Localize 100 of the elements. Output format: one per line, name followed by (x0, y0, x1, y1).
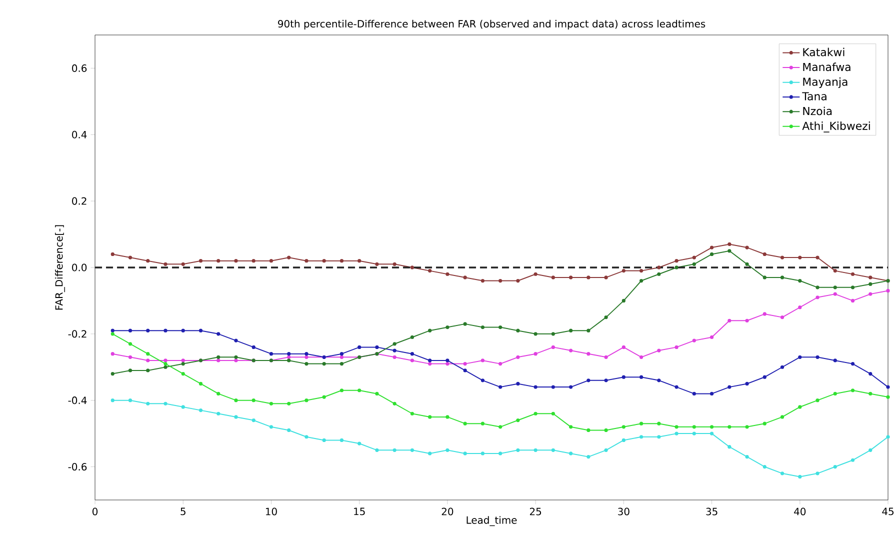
point (674, 266, 678, 270)
point (110, 252, 114, 256)
y-tick-label: -0.4 (68, 396, 87, 404)
point (234, 259, 238, 263)
point (304, 355, 308, 359)
point (216, 332, 220, 336)
point (762, 464, 766, 469)
y-tick-label: -0.2 (68, 330, 86, 338)
point (463, 362, 467, 366)
point (833, 392, 837, 396)
point (728, 242, 732, 246)
point (868, 292, 872, 296)
point (146, 358, 150, 362)
point (358, 442, 362, 446)
point (516, 448, 520, 452)
point (410, 266, 414, 270)
point (463, 322, 467, 326)
point (428, 328, 432, 332)
legend-label: Katakwi (803, 48, 844, 56)
y-tick-label: -0.6 (68, 462, 87, 471)
point (728, 249, 732, 253)
point (850, 286, 855, 290)
point (463, 422, 467, 426)
legend-label: Tana (802, 92, 826, 100)
point (480, 278, 484, 283)
point (164, 402, 168, 406)
point (710, 425, 714, 429)
point (710, 392, 714, 396)
point (181, 358, 185, 362)
point (198, 259, 203, 263)
point (304, 259, 308, 263)
point (252, 259, 256, 263)
point (745, 262, 749, 266)
point (886, 288, 890, 293)
point (340, 352, 344, 356)
point (480, 378, 484, 382)
point (551, 385, 555, 389)
point (410, 335, 414, 340)
point (710, 246, 714, 250)
point (622, 345, 626, 349)
point (728, 385, 732, 389)
point (234, 358, 238, 362)
point (586, 428, 590, 432)
point (728, 445, 732, 449)
point (392, 348, 396, 352)
point (551, 448, 555, 452)
point (534, 385, 538, 389)
point (181, 362, 185, 366)
point (463, 452, 467, 456)
point (551, 332, 555, 336)
point (410, 448, 414, 452)
point (480, 452, 484, 456)
point (657, 422, 661, 426)
point (340, 355, 344, 359)
point (340, 362, 344, 366)
point (604, 276, 608, 280)
point (604, 316, 608, 320)
point (269, 259, 274, 263)
point (480, 422, 484, 426)
point (392, 355, 396, 359)
point (762, 375, 766, 379)
point (674, 425, 678, 429)
point (745, 318, 749, 322)
point (198, 328, 203, 332)
point (604, 428, 608, 432)
point (216, 392, 220, 396)
point (692, 256, 696, 260)
point (850, 362, 855, 366)
point (569, 385, 573, 389)
point (146, 259, 150, 263)
point (110, 398, 114, 402)
x-tick-label: 0 (92, 508, 98, 516)
point (850, 298, 855, 302)
point (640, 435, 644, 439)
point (164, 365, 168, 369)
point (798, 278, 802, 283)
point (392, 448, 396, 452)
point (657, 435, 661, 439)
point (816, 398, 820, 402)
point (816, 472, 820, 476)
point (463, 276, 467, 280)
point (780, 316, 784, 320)
point (446, 415, 450, 419)
point (446, 448, 450, 452)
point (640, 375, 644, 379)
legend-label: Athi_Kibwezi (802, 122, 870, 132)
point (622, 425, 626, 429)
point (586, 455, 590, 459)
point (252, 345, 256, 349)
point (216, 355, 220, 359)
point (886, 385, 890, 389)
point (780, 415, 784, 419)
point (287, 256, 291, 260)
point (692, 262, 696, 266)
point (340, 259, 344, 263)
point (392, 342, 396, 346)
point (110, 352, 114, 356)
point (446, 272, 450, 276)
point (198, 408, 203, 412)
point (480, 358, 484, 362)
